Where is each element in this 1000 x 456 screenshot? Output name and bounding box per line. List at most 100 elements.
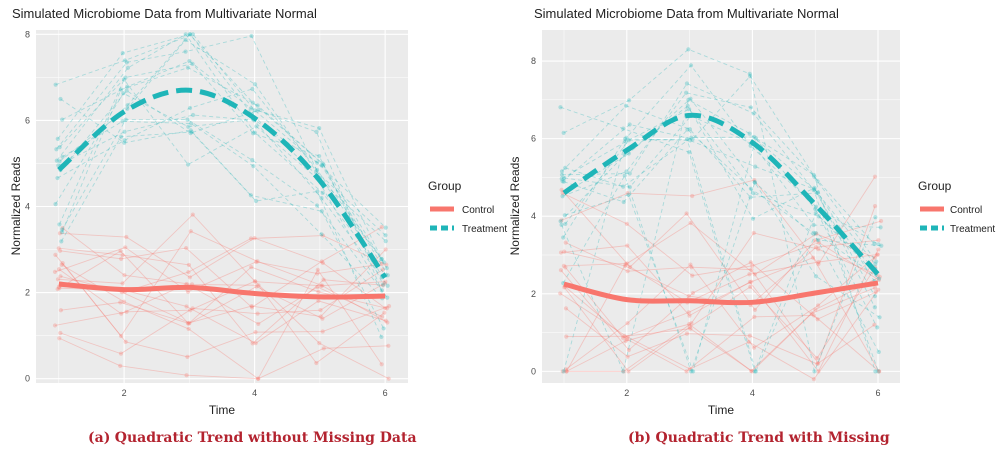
raw-point-control: [58, 308, 64, 313]
raw-line-treatment: [60, 98, 385, 329]
raw-point-treatment: [748, 105, 754, 110]
raw-point-control: [190, 306, 195, 311]
raw-point-treatment: [53, 201, 58, 207]
raw-point-control: [561, 263, 567, 269]
raw-point-treatment: [622, 136, 628, 142]
raw-point-treatment: [561, 130, 566, 135]
raw-point-treatment: [753, 369, 758, 374]
raw-point-control: [813, 238, 818, 243]
raw-point-control: [315, 267, 320, 272]
raw-point-treatment: [190, 61, 195, 66]
raw-point-control: [184, 245, 189, 251]
raw-point-treatment: [55, 175, 60, 181]
raw-point-control: [815, 361, 820, 367]
raw-point-treatment: [190, 112, 196, 118]
raw-point-control: [872, 174, 878, 179]
raw-point-treatment: [252, 108, 257, 113]
raw-point-treatment: [750, 216, 756, 221]
raw-point-treatment: [685, 103, 690, 108]
raw-point-treatment: [684, 81, 690, 86]
raw-point-control: [319, 259, 324, 264]
raw-point-treatment: [320, 190, 325, 196]
raw-point-control: [690, 193, 695, 199]
raw-point-control: [562, 249, 567, 254]
raw-line-treatment: [562, 75, 877, 262]
raw-point-control: [190, 212, 195, 217]
raw-point-control: [320, 260, 325, 266]
raw-point-treatment: [118, 134, 124, 139]
raw-point-control: [315, 284, 320, 290]
raw-point-control: [623, 261, 628, 267]
raw-line-control: [565, 206, 876, 365]
raw-point-control: [623, 338, 628, 344]
raw-point-control: [564, 369, 569, 374]
raw-point-treatment: [687, 107, 692, 112]
raw-point-control: [122, 273, 127, 278]
raw-point-treatment: [125, 65, 131, 70]
raw-point-control: [58, 330, 63, 336]
raw-line-control: [57, 250, 386, 325]
raw-point-treatment: [563, 221, 568, 227]
raw-point-treatment: [559, 176, 564, 181]
raw-point-treatment: [558, 105, 563, 110]
raw-point-control: [626, 347, 631, 353]
raw-point-treatment: [383, 239, 388, 244]
raw-point-control: [873, 290, 878, 295]
raw-point-control: [186, 270, 191, 275]
raw-line-control: [60, 249, 386, 324]
raw-point-control: [872, 204, 878, 209]
raw-point-control: [815, 317, 820, 322]
raw-point-control: [55, 286, 60, 292]
raw-line-treatment: [561, 108, 876, 270]
raw-point-treatment: [879, 243, 884, 248]
raw-point-treatment: [689, 135, 694, 140]
raw-line-treatment: [60, 33, 383, 278]
raw-point-treatment: [55, 136, 60, 141]
raw-point-treatment: [57, 144, 62, 150]
raw-line-control: [54, 246, 382, 293]
raw-point-treatment: [121, 91, 126, 96]
raw-point-treatment: [561, 179, 566, 184]
raw-point-control: [59, 262, 64, 268]
raw-point-treatment: [813, 210, 818, 216]
raw-point-treatment: [627, 184, 632, 190]
raw-point-treatment: [685, 137, 690, 142]
raw-point-treatment: [563, 165, 568, 170]
raw-point-treatment: [379, 288, 384, 293]
raw-point-control: [321, 277, 326, 282]
plot-background: [542, 30, 900, 383]
x-axis-label: Time: [209, 403, 236, 417]
raw-point-control: [253, 341, 258, 346]
raw-point-treatment: [255, 103, 260, 108]
raw-point-control: [627, 264, 633, 270]
raw-point-control: [877, 369, 882, 374]
raw-point-treatment: [183, 49, 188, 54]
raw-point-treatment: [379, 256, 384, 262]
raw-point-control: [383, 318, 388, 323]
raw-point-treatment: [684, 90, 689, 95]
raw-point-control: [254, 284, 259, 289]
raw-point-control: [624, 337, 630, 342]
raw-point-control: [255, 259, 260, 264]
y-tick-label: 4: [25, 202, 30, 212]
raw-point-treatment: [321, 162, 326, 167]
raw-point-treatment: [813, 206, 818, 212]
y-tick-label: 0: [25, 374, 30, 384]
raw-point-treatment: [688, 96, 693, 101]
x-axis-label: Time: [708, 403, 735, 417]
y-tick-label: 2: [531, 289, 536, 299]
raw-point-control: [188, 308, 193, 313]
chart-panel-a: Simulated Microbiome Data from Multivari…: [9, 6, 507, 417]
raw-point-treatment: [384, 266, 389, 271]
raw-line-control: [562, 192, 880, 281]
raw-point-control: [252, 279, 257, 284]
raw-point-control: [118, 351, 124, 356]
raw-point-treatment: [685, 127, 690, 132]
raw-line-control: [565, 308, 875, 365]
raw-point-treatment: [250, 100, 256, 105]
raw-point-treatment: [383, 225, 388, 230]
raw-point-control: [383, 305, 388, 311]
raw-point-control: [749, 368, 754, 374]
raw-point-treatment: [558, 219, 563, 224]
raw-point-control: [118, 363, 123, 368]
